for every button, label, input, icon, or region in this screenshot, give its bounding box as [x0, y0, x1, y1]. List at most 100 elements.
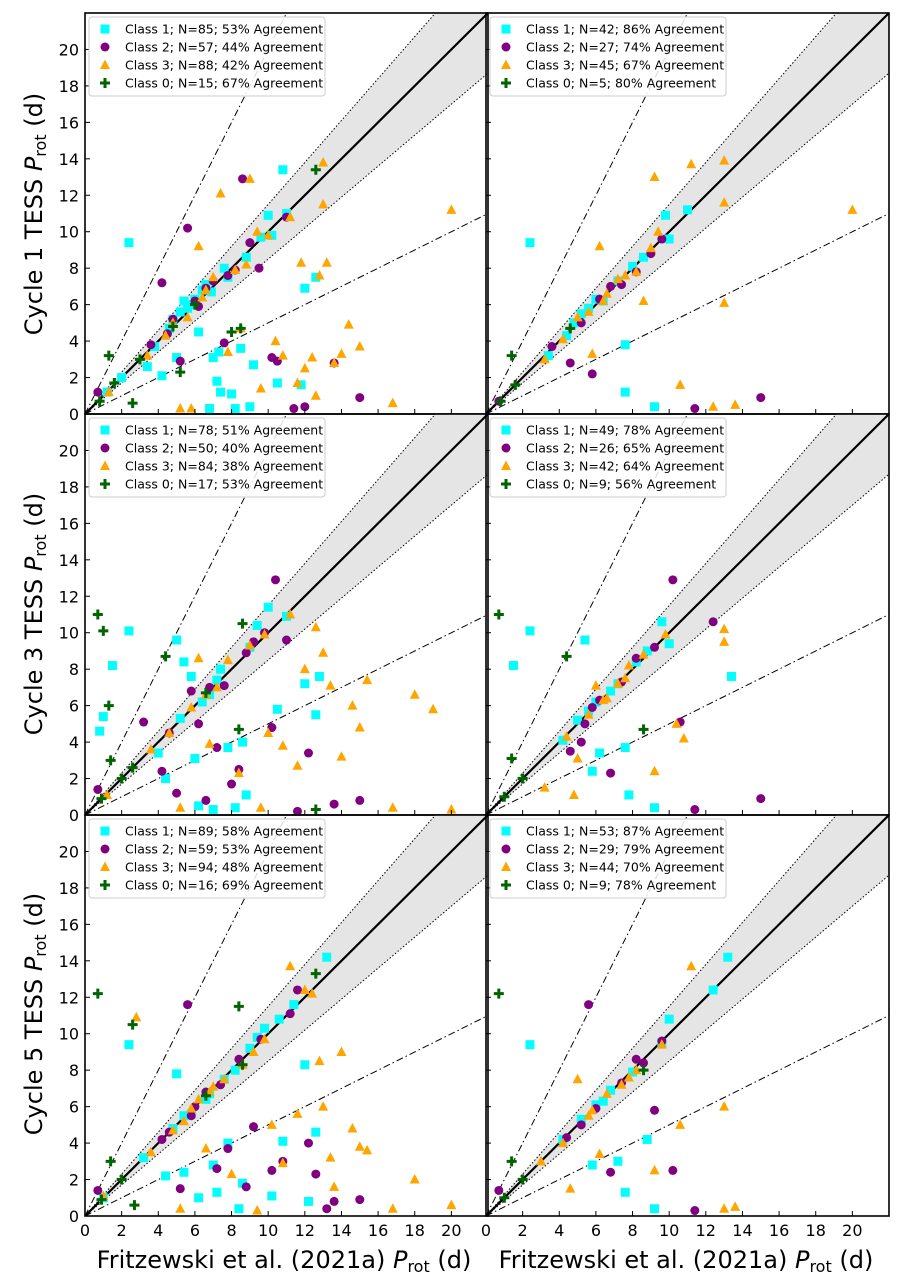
row-label-0-text: Cycle 1 TESS	[20, 171, 48, 335]
data-point	[252, 620, 262, 630]
series-class-0	[92, 609, 321, 815]
data-point	[175, 356, 185, 366]
x-axis-label-right-text: Fritzewski et al. (2021a)	[499, 1246, 795, 1274]
legend-entry: Class 2; N=27; 74% Agreement	[526, 40, 724, 55]
band-upper-line	[486, 815, 838, 1216]
data-point	[572, 752, 583, 763]
row-label-2: Cycle 5 TESS Prot (d)	[20, 893, 50, 1135]
row-labels: Cycle 1 TESS Prot (d) Cycle 3 TESS Prot …	[20, 93, 50, 1135]
data-point	[525, 1040, 535, 1050]
legend-marker	[100, 443, 110, 453]
row-label-1-unit: (d)	[20, 493, 48, 535]
data-point	[719, 197, 730, 207]
harmonic-line-0.5	[486, 1015, 889, 1216]
legend-box	[489, 818, 727, 899]
data-point	[241, 1182, 251, 1192]
data-point	[238, 737, 248, 747]
x-tick-label: 6	[591, 1221, 601, 1240]
data-point	[583, 306, 594, 316]
x-tick-label: 2	[117, 1221, 127, 1240]
y-tick-label: 8	[69, 259, 79, 278]
data-point	[200, 1143, 211, 1153]
y-tick-label: 14	[59, 952, 79, 971]
data-point	[230, 803, 240, 813]
data-point	[583, 709, 594, 719]
series-class-3	[539, 155, 858, 411]
data-point	[642, 1134, 652, 1144]
data-point	[190, 753, 200, 763]
data-point	[583, 1110, 594, 1120]
series-class-3	[539, 623, 730, 799]
legend-entry: Class 3; N=45; 67% Agreement	[526, 58, 724, 73]
data-point	[318, 647, 329, 657]
data-point	[145, 743, 156, 754]
data-point	[212, 1187, 222, 1197]
data-point	[94, 396, 105, 407]
data-point	[580, 719, 590, 729]
data-point	[172, 352, 182, 362]
data-point	[708, 617, 718, 627]
data-point	[252, 226, 263, 236]
data-point	[336, 751, 347, 761]
data-point	[127, 762, 138, 773]
data-point	[664, 1014, 674, 1024]
x-tick-label: 20	[441, 1221, 461, 1240]
data-point	[506, 1156, 517, 1167]
data-point	[127, 398, 138, 409]
y-tick-label: 6	[69, 296, 79, 315]
legend-marker	[501, 59, 511, 69]
data-point	[206, 287, 216, 297]
one-to-one-line	[486, 815, 889, 1216]
data-point	[719, 155, 730, 165]
data-point	[285, 960, 296, 971]
data-point	[237, 1059, 248, 1070]
data-point	[175, 367, 186, 378]
data-point	[329, 799, 339, 809]
data-point	[355, 795, 365, 805]
data-point	[631, 1064, 642, 1075]
data-point	[668, 1165, 678, 1175]
data-point	[664, 234, 674, 244]
x-axis-label-left-unit: (d)	[430, 1246, 472, 1274]
y-tick-label: 16	[59, 915, 79, 934]
data-point	[598, 295, 609, 305]
series-class-1	[508, 617, 736, 813]
data-point	[598, 1096, 608, 1106]
data-point	[233, 724, 244, 735]
data-point	[289, 1000, 299, 1010]
data-point	[354, 722, 365, 732]
data-point	[639, 1058, 649, 1068]
legend-entry: Class 2; N=29; 79% Agreement	[526, 842, 724, 857]
legend-entry: Class 0; N=9; 56% Agreement	[526, 477, 716, 492]
data-point	[272, 378, 282, 388]
data-point	[584, 1000, 594, 1010]
data-point	[212, 376, 222, 386]
data-point	[307, 351, 318, 362]
data-point	[730, 399, 741, 409]
data-point	[256, 232, 266, 242]
legend-box	[88, 16, 326, 97]
data-point	[161, 774, 171, 784]
data-point	[259, 1033, 270, 1044]
data-point	[756, 794, 766, 804]
data-point	[142, 362, 152, 372]
data-point	[194, 1193, 204, 1203]
legend-entry: Class 0; N=17; 53% Agreement	[125, 477, 323, 492]
legend-entry: Class 1; N=42; 86% Agreement	[526, 22, 724, 37]
data-point	[292, 985, 302, 995]
data-point	[186, 671, 196, 681]
data-point	[93, 784, 103, 794]
band-lower-line	[486, 72, 889, 414]
data-point	[650, 402, 660, 412]
data-point	[623, 660, 634, 670]
y-tick-label: 12	[59, 186, 79, 205]
data-point	[194, 801, 204, 811]
data-point	[211, 681, 222, 692]
data-point	[601, 1088, 612, 1098]
legend-marker	[100, 861, 110, 871]
x-axis-label-right: Fritzewski et al. (2021a) Prot (d)	[499, 1246, 874, 1276]
data-point	[671, 718, 682, 728]
band-upper-line	[85, 414, 437, 815]
data-point	[92, 988, 103, 999]
row-label-1: Cycle 3 TESS Prot (d)	[20, 493, 50, 735]
